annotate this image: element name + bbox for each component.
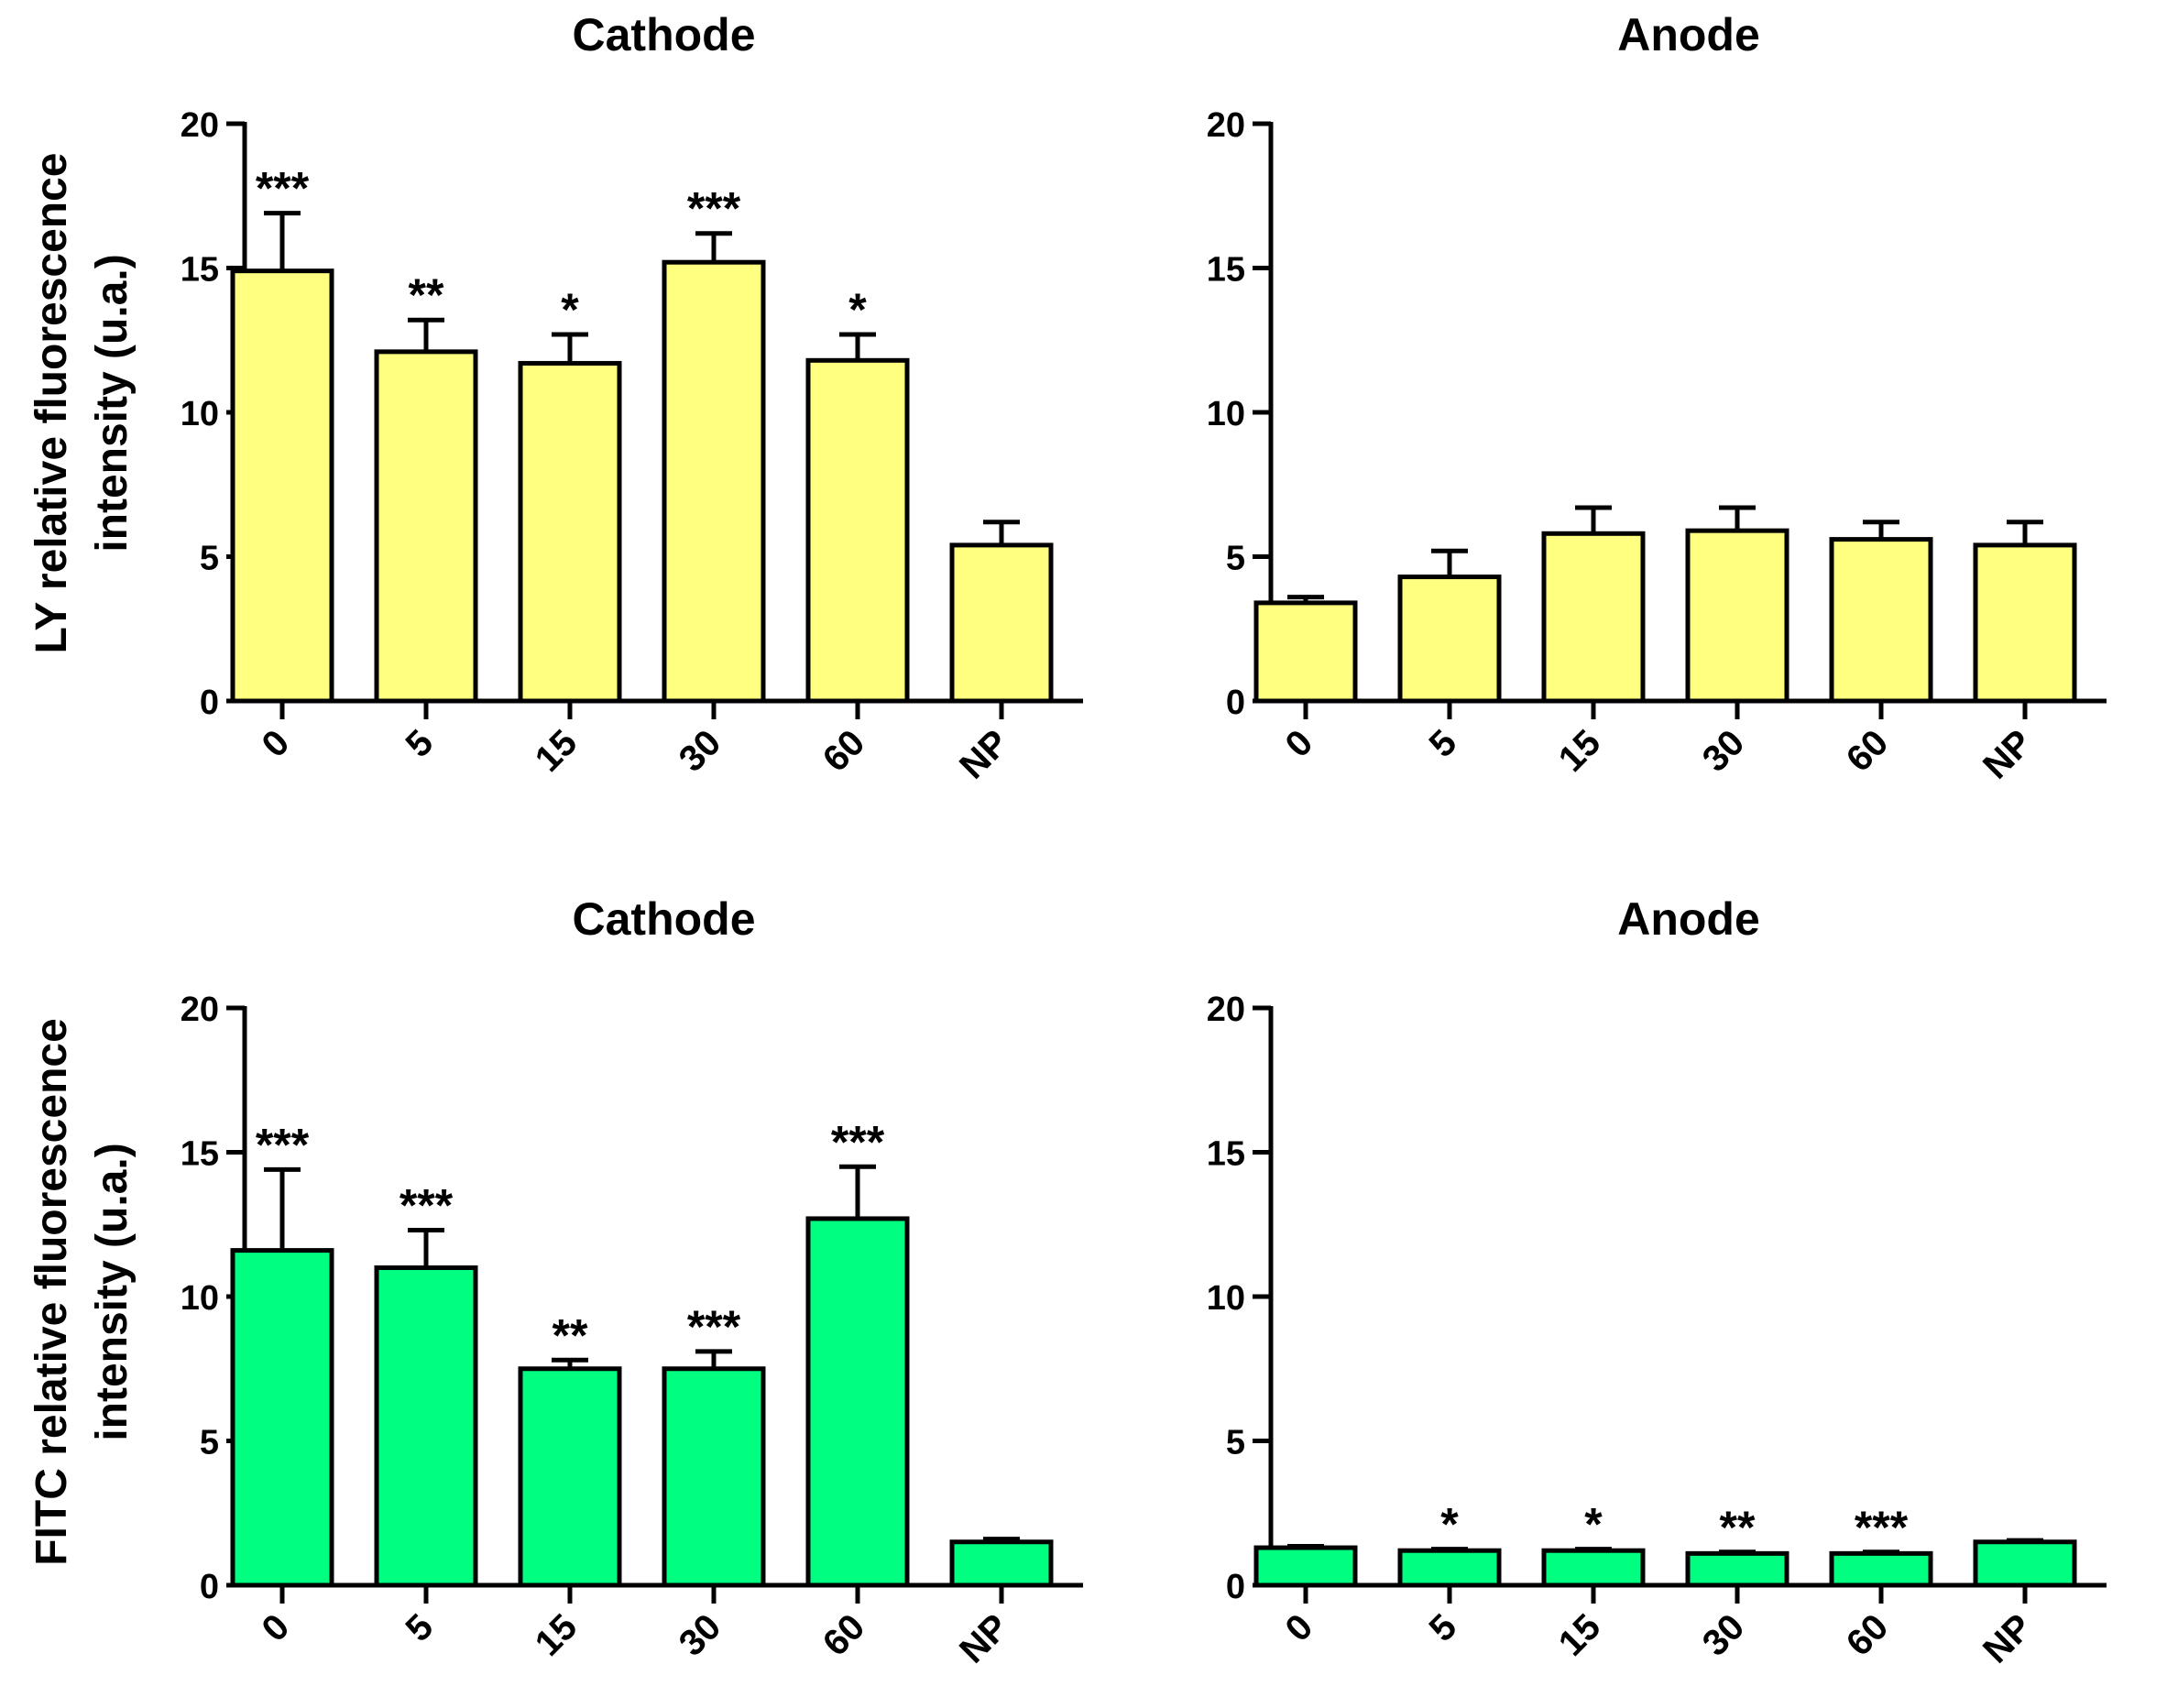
row-ylabel-bottom-line1: FITC relative fluorescence — [27, 1018, 76, 1566]
chart-title: Anode — [1617, 893, 1760, 945]
bar-60 — [1829, 537, 1933, 704]
y-tick-label: 0 — [200, 1568, 219, 1606]
significance-label: ** — [1720, 1502, 1756, 1553]
y-tick-label: 5 — [200, 540, 219, 578]
bar-NP — [949, 542, 1054, 704]
x-tick-label: NP — [1975, 1606, 2040, 1670]
y-tick-label: 20 — [1207, 106, 1245, 145]
x-tick-label: 0 — [255, 1606, 298, 1649]
x-tick-label: 5 — [1422, 1606, 1465, 1649]
bar-60 — [805, 357, 910, 704]
chart-title: Cathode — [573, 893, 756, 945]
significance-label: * — [1584, 1499, 1603, 1550]
row-ylabel-bottom: FITC relative fluorescence intensity (u.… — [27, 1018, 137, 1566]
bar-60 — [1829, 1550, 1933, 1588]
bar-30 — [1685, 1550, 1789, 1588]
x-tick-label: 5 — [1422, 722, 1465, 765]
x-tick-label: 30 — [672, 1606, 729, 1664]
significance-label: * — [1440, 1499, 1459, 1550]
bar-0 — [230, 268, 334, 704]
significance-label: ** — [409, 269, 444, 321]
y-tick-label: 0 — [1226, 684, 1245, 722]
y-tick-label: 20 — [181, 991, 219, 1029]
y-tick-label: 5 — [200, 1424, 219, 1462]
bar-5 — [374, 1265, 478, 1588]
significance-label: *** — [831, 1116, 885, 1167]
significance-label: *** — [687, 183, 741, 235]
row-ylabel-top: LY relative fluorescence intensity (u.a.… — [27, 153, 137, 654]
row-ylabel-top-line2: intensity (u.a.) — [88, 254, 137, 552]
bar-5 — [1397, 575, 1502, 704]
significance-label: *** — [256, 163, 310, 214]
x-tick-label: 15 — [528, 722, 586, 780]
x-tick-label: 60 — [815, 1606, 873, 1664]
bar-30 — [662, 1366, 766, 1588]
x-tick-label: 0 — [1278, 722, 1321, 765]
chart-panel-2: Cathode 0 5 10 15 20 0 *** 5 *** 15 ** 30 *** 60 *** NP — [181, 893, 1083, 1671]
y-tick-label: 10 — [1207, 395, 1245, 433]
y-tick-label: 5 — [1226, 540, 1245, 578]
bar-5 — [374, 349, 478, 704]
x-tick-label: 15 — [1551, 722, 1609, 780]
y-tick-label: 15 — [1207, 1135, 1245, 1174]
row-ylabel-top-line1: LY relative fluorescence — [27, 153, 76, 654]
bar-NP — [1973, 1539, 2077, 1588]
y-tick-label: 10 — [181, 1279, 219, 1318]
chart-panel-3: Anode 0 5 10 15 20 0 5 * 15 * 30 ** 60 *** NP — [1207, 893, 2107, 1671]
bar-5 — [1397, 1548, 1502, 1588]
bar-0 — [1253, 600, 1358, 704]
y-tick-label: 10 — [1207, 1279, 1245, 1318]
bar-30 — [662, 259, 766, 704]
x-tick-label: 0 — [1278, 1606, 1321, 1649]
y-tick-label: 0 — [1226, 1568, 1245, 1606]
x-tick-label: 15 — [1551, 1606, 1609, 1664]
x-tick-label: 60 — [815, 722, 873, 780]
chart-title: Cathode — [573, 9, 756, 60]
y-tick-label: 0 — [200, 684, 219, 722]
y-tick-label: 20 — [181, 106, 219, 145]
y-tick-label: 15 — [181, 251, 219, 290]
bar-15 — [518, 1366, 622, 1588]
x-tick-label: 60 — [1839, 1606, 1897, 1664]
bar-15 — [1541, 1548, 1646, 1588]
significance-label: *** — [687, 1301, 741, 1352]
bar-15 — [518, 360, 622, 704]
significance-label: * — [561, 284, 579, 335]
x-tick-label: 30 — [1695, 1606, 1753, 1664]
significance-label: ** — [553, 1309, 588, 1361]
chart-panel-0: Cathode 0 5 10 15 20 0 *** 5 ** 15 * 30 *** 60 * NP — [181, 9, 1083, 787]
row-ylabel-bottom-line2: intensity (u.a.) — [88, 1143, 137, 1440]
y-tick-label: 20 — [1207, 991, 1245, 1029]
x-tick-label: 5 — [399, 1606, 442, 1649]
bar-NP — [1973, 542, 2077, 704]
x-tick-label: 60 — [1839, 722, 1897, 780]
chart-panel-1: Anode 0 5 10 15 20 0 5 15 30 60 NP — [1207, 9, 2107, 787]
bar-60 — [805, 1216, 910, 1588]
bar-0 — [230, 1248, 334, 1588]
chart-title: Anode — [1617, 9, 1760, 60]
bar-0 — [1253, 1545, 1358, 1588]
x-tick-label: NP — [1975, 722, 2040, 786]
bar-NP — [949, 1539, 1054, 1588]
chart-panels: Cathode051015200***5**15*30***60*NPAnode… — [181, 9, 2107, 1671]
significance-label: *** — [399, 1180, 454, 1232]
significance-label: *** — [256, 1119, 310, 1170]
x-tick-label: 5 — [399, 722, 442, 765]
y-tick-label: 15 — [1207, 251, 1245, 290]
bar-15 — [1541, 531, 1646, 704]
bar-30 — [1685, 528, 1789, 704]
x-tick-label: 30 — [672, 722, 729, 780]
significance-label: *** — [1855, 1502, 1909, 1553]
x-tick-label: 30 — [1695, 722, 1753, 780]
y-tick-label: 5 — [1226, 1424, 1245, 1462]
significance-label: * — [848, 284, 867, 335]
x-tick-label: NP — [952, 1606, 1016, 1670]
x-tick-label: NP — [952, 722, 1016, 786]
y-tick-label: 10 — [181, 395, 219, 433]
x-tick-label: 0 — [255, 722, 298, 765]
x-tick-label: 15 — [528, 1606, 586, 1664]
y-tick-label: 15 — [181, 1135, 219, 1174]
